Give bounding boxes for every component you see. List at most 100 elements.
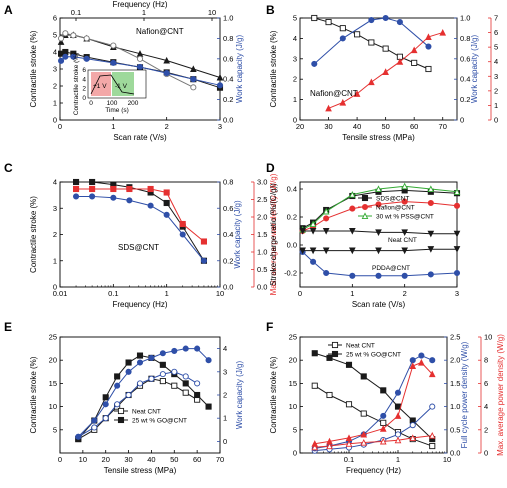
data-point-2-5 bbox=[136, 380, 144, 387]
data-point-3-1 bbox=[62, 53, 69, 60]
y-left-tick-label-4: 4 bbox=[53, 178, 57, 187]
panel-C: C 0.01 0.1 1 10 Frequency (Hz) 0 1 2 3 4 Contractil… bbox=[4, 161, 278, 309]
data-point-0-3 bbox=[360, 410, 367, 417]
series-line-4 bbox=[314, 435, 433, 448]
data-point-0-5 bbox=[163, 199, 170, 207]
y-left-tick-label-6: 6 bbox=[53, 14, 57, 23]
data-point-5-1 bbox=[326, 437, 333, 445]
y-right2-tick-label-0: 0 bbox=[484, 449, 488, 458]
y-left-tick-label-4: 4 bbox=[53, 48, 57, 57]
data-point-0-2 bbox=[345, 401, 353, 408]
y-right-axis-label: Work capacity (J/g) bbox=[235, 35, 244, 104]
y-left-tick-label-3: 15 bbox=[289, 379, 297, 388]
x-tick-label-0: 0 bbox=[58, 455, 62, 464]
data-point-3-0 bbox=[299, 227, 306, 235]
data-point-4-3 bbox=[349, 272, 356, 279]
data-point-3-3 bbox=[349, 227, 356, 235]
data-point-2-3 bbox=[368, 78, 375, 86]
data-point-0-8 bbox=[425, 65, 432, 73]
data-point-2-0 bbox=[325, 104, 332, 112]
panel-annotation: Nafion@CNT bbox=[136, 27, 184, 36]
data-point-2-6 bbox=[427, 185, 435, 193]
data-point-2-9 bbox=[182, 373, 189, 380]
y-left-tick-label-1: 1 bbox=[293, 95, 297, 104]
inset-y-tick-label-2: 4 bbox=[82, 76, 86, 83]
data-point-1-1 bbox=[326, 354, 333, 361]
data-point-2-4 bbox=[375, 185, 382, 193]
x-tick-label-2: 2 bbox=[403, 289, 407, 298]
legend-item-1: Nafion@CNT bbox=[376, 205, 415, 212]
x-tick-label-5: 50 bbox=[170, 455, 178, 464]
data-point-3-6 bbox=[148, 354, 155, 361]
y-right2-tick-label-6: 3.0 bbox=[257, 178, 267, 187]
y-right2-tick-label-5: 5 bbox=[494, 43, 498, 52]
data-point-4-7 bbox=[428, 431, 436, 439]
y-right-tick-label-5: 1.0 bbox=[460, 14, 470, 23]
inset-positive-region bbox=[91, 72, 111, 96]
panel-D: D 0 1 2 3 Scan rate (V/s) -0.2 0.0 0.2 0.4 Stroke-… bbox=[266, 161, 461, 309]
data-point-2-1 bbox=[339, 98, 347, 106]
data-point-2-6 bbox=[179, 220, 186, 228]
y-left-axis-label: Contractile stroke (%) bbox=[269, 356, 278, 433]
y-right-tick-label-1: 0.2 bbox=[223, 256, 233, 265]
annotation-pdda: PDDA@CNT bbox=[372, 265, 410, 272]
data-point-1-3 bbox=[349, 205, 356, 212]
data-point-3-2 bbox=[322, 227, 330, 235]
y-left-tick-label-3: 3 bbox=[53, 65, 57, 74]
y-right-tick-label-0: 0.0 bbox=[223, 283, 233, 292]
annotation-neat-cnt: Neat CNT bbox=[388, 237, 417, 244]
legend-marker-2 bbox=[361, 212, 369, 220]
data-point-2-10 bbox=[194, 380, 201, 387]
x-tick-label-1: 1 bbox=[396, 455, 400, 464]
inset-label-positive: +1 V bbox=[93, 83, 107, 90]
x-tick-label-0: 0 bbox=[58, 122, 62, 131]
data-point-5-3 bbox=[349, 247, 356, 255]
data-point-0-3 bbox=[354, 31, 361, 38]
data-point-3-10 bbox=[194, 345, 201, 352]
y-left-axis-label: Contractile stroke (%) bbox=[29, 196, 38, 273]
y-right2-tick-label-5: 10 bbox=[484, 333, 492, 342]
data-point-0-1 bbox=[325, 19, 332, 26]
y-right-tick-label-2: 0.4 bbox=[460, 75, 470, 84]
y-right-tick-label-0: 0.0 bbox=[223, 116, 233, 125]
x-tick-label-0: 0.1 bbox=[344, 455, 354, 464]
y-right2-tick-label-7: 7 bbox=[494, 14, 498, 23]
data-point-2-3 bbox=[126, 185, 133, 193]
data-point-5-2 bbox=[345, 434, 353, 441]
data-point-2-2 bbox=[70, 32, 77, 39]
data-point-2-3 bbox=[114, 401, 121, 408]
y-right-tick-label-1: 1 bbox=[223, 414, 227, 423]
inset-x-tick-label-0: 0 bbox=[89, 100, 93, 107]
y-right2-tick-label-3: 1.5 bbox=[257, 230, 267, 239]
data-point-0-8 bbox=[171, 382, 178, 389]
data-point-2-1 bbox=[309, 220, 317, 228]
y-right2-tick-label-4: 8 bbox=[484, 356, 488, 365]
data-point-5-6 bbox=[409, 362, 417, 370]
y-right-tick-label-1: 0.2 bbox=[460, 95, 470, 104]
y-left-axis-label: Contractile stroke (%) bbox=[269, 30, 278, 107]
data-point-1-5 bbox=[163, 211, 170, 218]
y-left-tick-label-0: 0 bbox=[53, 283, 57, 292]
legend-marker-1 bbox=[361, 203, 369, 211]
data-point-2-7 bbox=[453, 188, 461, 195]
x-tick-label-1: 30 bbox=[324, 122, 332, 131]
data-point-4-7 bbox=[453, 269, 461, 277]
data-point-1-5 bbox=[425, 43, 432, 50]
y-left-tick-label-5: 25 bbox=[289, 333, 297, 342]
data-point-1-2 bbox=[110, 194, 117, 201]
legend-item-2: 30 wt % PSS@CNT bbox=[376, 214, 434, 221]
x-tick-label-1: 1 bbox=[111, 122, 115, 131]
y-right-tick-label-4: 0.8 bbox=[223, 178, 233, 187]
x-axis-label: Scan rate (V/s) bbox=[113, 133, 167, 142]
x-axis-label: Frequency (Hz) bbox=[346, 466, 401, 475]
data-point-3-2 bbox=[102, 401, 109, 408]
data-point-1-7 bbox=[159, 361, 166, 368]
y-right-tick-label-4: 0.8 bbox=[460, 34, 470, 43]
data-point-1-4 bbox=[380, 387, 387, 394]
data-point-0-1 bbox=[326, 391, 333, 399]
y-right2-tick-label-0: 0.0 bbox=[257, 283, 267, 292]
y-right-tick-label-3: 1.5 bbox=[450, 379, 460, 388]
y-left-tick-label-0: 0 bbox=[293, 116, 297, 125]
